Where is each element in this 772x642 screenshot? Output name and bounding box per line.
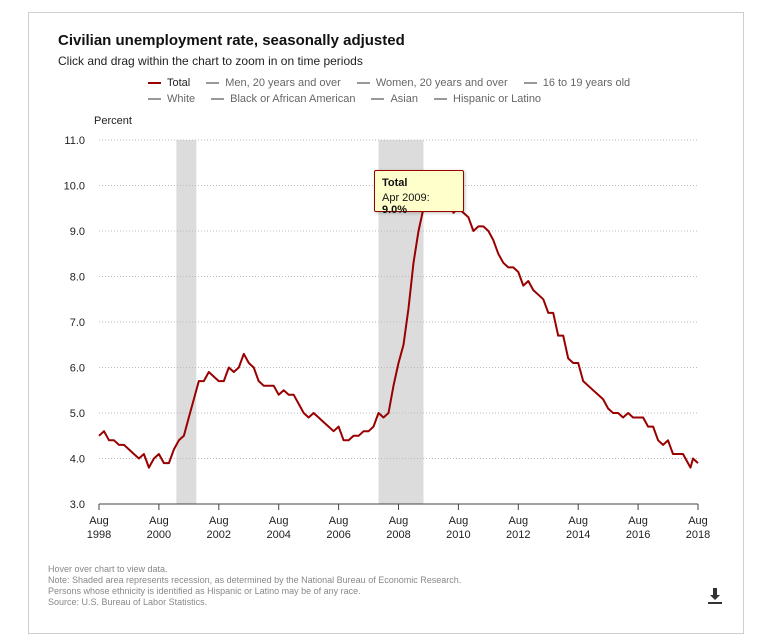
x-tick-label-month: Aug	[329, 515, 349, 527]
legend-row-2: White Black or African American Asian Hi…	[148, 91, 708, 107]
legend-label: Women, 20 years and over	[375, 77, 508, 89]
legend-swatch	[371, 98, 385, 100]
y-tick-label: 3.0	[70, 499, 85, 511]
x-tick-label-year: 2002	[207, 529, 231, 541]
series-line-total	[98, 184, 699, 469]
legend-label: Total	[167, 77, 191, 89]
note-recession: Note: Shaded area represents recession, …	[48, 575, 462, 585]
legend-item-total[interactable]: Total	[148, 77, 190, 89]
x-tick-label-year: 2006	[326, 529, 350, 541]
legend-label: Men, 20 years and over	[225, 77, 341, 89]
x-tick-label-year: 2004	[266, 529, 290, 541]
tooltip-value: 9.0%	[382, 204, 408, 216]
gridlines	[99, 139, 698, 459]
legend-item-black[interactable]: Black or African American	[211, 93, 355, 105]
x-tick-label-month: Aug	[688, 515, 708, 527]
legend-item-white[interactable]: White	[148, 93, 195, 105]
chart-subtitle: Click and drag within the chart to zoom …	[58, 54, 363, 68]
note-ethnicity: Persons whose ethnicity is identified as…	[48, 586, 361, 596]
x-tick-label-month: Aug	[449, 515, 469, 527]
legend-swatch	[148, 82, 161, 84]
y-tick-label: 10.0	[64, 181, 85, 193]
data-tooltip: Total Apr 2009: 9.0%	[374, 170, 464, 216]
y-tick-label: 4.0	[70, 454, 85, 466]
x-tick-label-month: Aug	[568, 515, 588, 527]
x-tick-label-month: Aug	[89, 515, 109, 527]
x-tick-label-year: 2010	[446, 529, 470, 541]
x-tick-label-month: Aug	[509, 515, 529, 527]
legend-label: 16 to 19 years old	[542, 77, 631, 89]
legend-swatch	[523, 82, 537, 84]
x-tick-label-month: Aug	[269, 515, 289, 527]
x-tick-label-month: Aug	[628, 515, 648, 527]
chart-title: Civilian unemployment rate, seasonally a…	[58, 32, 405, 49]
legend-swatch	[211, 98, 225, 100]
x-axis-ticks: Aug 1998 Aug 2000 Aug 2002 Aug 2004 Aug 2006 Aug 20…	[87, 504, 710, 541]
legend-item-women-20-and-over[interactable]: Women, 20 years and over	[356, 77, 508, 89]
legend-item-hispanic[interactable]: Hispanic or Latino	[434, 93, 541, 105]
legend-swatch	[356, 82, 370, 84]
legend-row-1: Total Men, 20 years and over Women, 20 y…	[148, 75, 708, 91]
legend-swatch	[206, 82, 220, 84]
y-tick-label: 5.0	[70, 408, 85, 420]
legend-item-asian[interactable]: Asian	[371, 93, 418, 105]
legend-label: White	[167, 93, 196, 105]
line-chart[interactable]: Percent 3.0 4.0 5.0 6.0 7.0 8.0 9.0 10.0 11.0 Au…	[0, 0, 772, 560]
y-tick-label: 9.0	[70, 226, 85, 238]
tooltip-date: Apr 2009:	[382, 192, 430, 204]
y-tick-label: 7.0	[70, 317, 85, 329]
x-tick-label-year: 2012	[506, 529, 530, 541]
tooltip-line: Apr 2009: 9.0%	[382, 192, 456, 216]
y-tick-label: 6.0	[70, 363, 85, 375]
x-tick-label-month: Aug	[209, 515, 229, 527]
legend-item-16-to-19[interactable]: 16 to 19 years old	[523, 77, 631, 89]
legend-swatch	[434, 98, 447, 100]
y-tick-label: 8.0	[70, 272, 85, 284]
x-tick-label-year: 2008	[386, 529, 410, 541]
legend-label: Hispanic or Latino	[453, 93, 542, 105]
legend-label: Black or African American	[230, 93, 356, 105]
x-tick-label-year: 2016	[626, 529, 650, 541]
legend-swatch	[148, 98, 161, 100]
note-source: Source: U.S. Bureau of Labor Statistics.	[48, 597, 208, 607]
y-axis-ticks: 3.0 4.0 5.0 6.0 7.0 8.0 9.0 10.0 11.0	[64, 135, 85, 511]
x-tick-label-year: 1998	[87, 529, 111, 541]
legend: Total Men, 20 years and over Women, 20 y…	[148, 75, 708, 107]
chart-notes: Hover over chart to view data. Note: Sha…	[48, 564, 461, 608]
x-tick-label-year: 2014	[566, 529, 590, 541]
note-hover: Hover over chart to view data.	[48, 564, 168, 574]
legend-label: Asian	[390, 93, 418, 105]
x-tick-label-year: 2018	[686, 529, 710, 541]
download-icon[interactable]	[707, 587, 723, 605]
x-tick-label-year: 2000	[147, 529, 171, 541]
x-tick-label-month: Aug	[389, 515, 409, 527]
y-axis-label: Percent	[94, 115, 132, 127]
series-layer	[98, 184, 699, 469]
x-tick-label-month: Aug	[149, 515, 169, 527]
legend-item-men-20-and-over[interactable]: Men, 20 years and over	[206, 77, 341, 89]
tooltip-series: Total	[382, 177, 408, 189]
y-tick-label: 11.0	[64, 135, 85, 147]
